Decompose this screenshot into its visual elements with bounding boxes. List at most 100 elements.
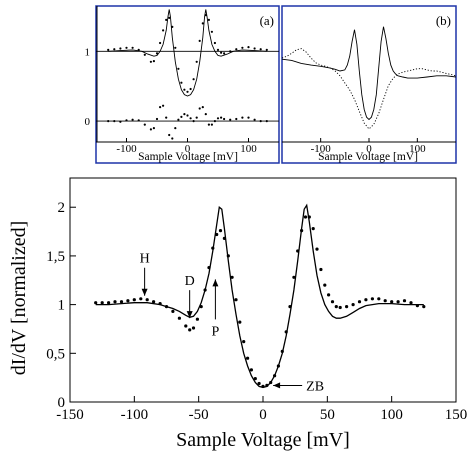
data-point-inset-a-s0-19 [186,90,189,93]
data-point-inset-a-s0-38 [265,48,268,52]
data-point-main-s0-50 [323,283,327,287]
inset-a-plot: -100 0 100 0 1 Sample Voltage [mV] (a) [85,5,280,164]
inset-a-y-tick-label-0: 0 [85,116,91,128]
data-point-inset-a-s0-12 [165,18,168,21]
data-point-inset-a-s0-7 [149,60,152,63]
data-point-inset-a-s2-23 [198,107,201,110]
main-x-tick-label-0: -150 [56,407,84,423]
data-point-inset-a-s2-37 [259,120,262,123]
data-point-main-s0-51 [327,293,331,297]
data-point-main-s0-53 [334,305,338,309]
data-point-inset-a-s2-7 [149,128,152,131]
data-point-inset-a-s2-30 [220,116,223,119]
data-point-main-s0-6 [132,298,136,302]
data-point-main-s0-7 [139,297,143,301]
data-point-inset-a-s2-27 [210,123,213,126]
data-point-inset-a-s2-22 [195,116,198,119]
data-point-inset-a-s2-29 [216,117,220,120]
data-point-inset-a-s0-16 [177,67,180,70]
inset-a-x-tick-label-1: 0 [185,143,191,155]
main-x-tick-label-2: -50 [189,407,209,423]
data-point-main-s0-4 [119,300,124,304]
data-point-main-s0-8 [145,298,149,302]
data-point-inset-a-s2-11 [162,104,165,107]
data-point-inset-a-s2-13 [168,133,171,137]
data-point-main-s0-15 [188,328,192,332]
data-point-main-s0-63 [396,300,400,304]
data-point-inset-a-s0-23 [198,39,201,43]
data-point-main-s0-13 [177,316,181,320]
data-point-inset-a-s0-36 [253,47,256,50]
data-point-inset-a-s2-36 [253,118,256,121]
data-point-inset-a-s2-8 [152,127,155,130]
data-point-main-s0-49 [319,267,323,272]
data-point-main-s0-55 [345,305,349,309]
main-x-tick-label-6: 150 [445,407,468,423]
data-point-inset-a-s2-1 [113,120,116,123]
inset-b-x-axis-title: Sample Voltage [mV] [318,151,418,163]
data-point-main-s0-27 [234,298,238,302]
data-point-inset-a-s2-20 [189,117,192,120]
data-point-main-s0-23 [218,229,223,233]
data-point-main-s0-61 [383,299,387,303]
inset-a-frame [95,5,280,164]
series-line-main-s1 [95,203,424,389]
data-point-main-s0-1 [100,301,104,305]
data-point-inset-a-s2-16 [177,118,180,121]
main-x-tick-label-4: 50 [320,407,335,423]
data-point-inset-a-s2-26 [207,123,210,126]
data-point-inset-a-s2-28 [213,120,216,123]
data-point-main-s0-60 [377,297,381,301]
data-point-inset-a-s0-11 [162,29,165,32]
data-point-inset-a-s0-6 [143,53,146,56]
inset-b-x-tick-label-2: 100 [409,143,426,155]
main-y-tick-label-0: 0 [58,395,66,411]
main-y-tick-label-1: 0,5 [46,346,65,362]
data-point-inset-a-s2-34 [241,116,244,119]
data-point-main-s0-62 [390,300,394,304]
data-point-inset-a-s0-4 [131,46,134,49]
data-point-inset-a-s2-18 [183,113,186,116]
data-point-inset-a-s2-3 [125,119,128,122]
data-point-main-s0-67 [422,305,426,309]
data-point-inset-a-s0-27 [210,30,213,33]
data-point-main-s0-31 [249,368,253,372]
data-point-inset-a-s0-31 [223,52,226,55]
inset-a-x-tick-label-0: -100 [116,143,137,155]
data-point-main-s0-33 [257,381,261,386]
data-point-main-s0-26 [230,275,234,279]
main-y-axis-title: dI/dV [normalized] [8,221,30,376]
data-point-inset-a-s2-14 [171,137,174,140]
data-point-main-s0-56 [351,303,355,307]
main-frame [69,177,457,403]
data-point-inset-a-s0-24 [201,22,204,25]
data-point-inset-a-s0-22 [195,60,198,63]
main-x-tick-label-5: 100 [380,407,403,423]
annotation-arrowhead-3 [273,382,281,389]
main-plot: -150 -100 -50 0 50 100 150 0 0,5 1 1,5 2 Sample Volt… [8,177,468,451]
annotation-label-2: P [211,324,219,339]
data-point-main-s0-42 [292,275,296,279]
data-point-inset-a-s0-1 [113,48,116,51]
data-point-inset-a-s0-20 [189,87,192,91]
data-point-inset-a-s2-32 [229,118,232,121]
data-point-inset-a-s2-15 [174,127,177,130]
data-point-main-s0-9 [152,300,156,304]
data-point-main-s0-3 [113,300,117,304]
data-point-inset-a-s2-35 [247,116,250,119]
data-point-inset-a-s0-10 [159,41,162,45]
data-point-inset-a-s2-9 [155,117,159,121]
inset-b-x-tick-label-1: 0 [366,143,372,155]
data-point-inset-a-s0-37 [259,48,262,51]
data-point-inset-a-s2-4 [131,118,134,121]
data-point-inset-a-s2-25 [204,113,207,116]
data-point-inset-a-s0-2 [119,47,122,50]
data-point-main-s0-57 [357,300,362,304]
annotation-arrowhead-2 [212,279,219,287]
data-point-inset-a-s2-38 [265,120,268,123]
data-point-inset-a-s0-9 [155,52,159,55]
data-point-inset-a-s2-0 [107,120,110,123]
data-point-inset-a-s2-5 [137,119,140,122]
data-point-main-s0-58 [364,298,368,302]
